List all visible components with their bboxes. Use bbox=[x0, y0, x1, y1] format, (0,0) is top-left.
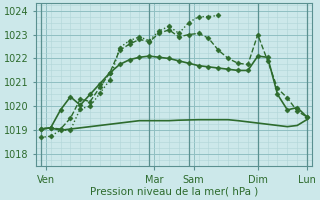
X-axis label: Pression niveau de la mer( hPa ): Pression niveau de la mer( hPa ) bbox=[90, 187, 258, 197]
